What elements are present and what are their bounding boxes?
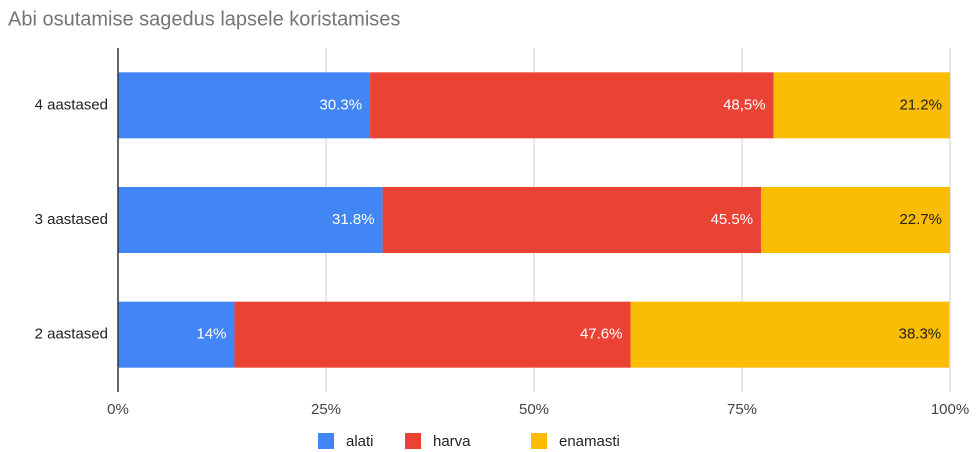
x-tick-label: 75%	[727, 401, 757, 418]
bar-segment	[630, 301, 950, 368]
legend-label: enamasti	[559, 433, 620, 450]
data-label: 21.2%	[899, 96, 942, 113]
legend-label: harva	[433, 433, 471, 450]
x-tick-label: 25%	[311, 401, 341, 418]
data-label: 31.8%	[332, 211, 375, 228]
data-label: 47.6%	[580, 326, 623, 343]
bar-segment	[370, 72, 774, 139]
data-label: 48,5%	[723, 96, 766, 113]
x-tick-label: 50%	[519, 401, 549, 418]
y-tick-label: 2 aastased	[35, 326, 108, 343]
legend-swatch	[318, 433, 334, 449]
bar-segment	[118, 301, 235, 368]
chart-title: Abi osutamise sagedus lapsele koristamis…	[8, 8, 400, 30]
legend-swatch	[405, 433, 421, 449]
legend-swatch	[531, 433, 547, 449]
data-label: 14%	[196, 326, 226, 343]
data-label: 45.5%	[711, 211, 754, 228]
legend-label: alati	[346, 433, 374, 450]
data-label: 22.7%	[899, 211, 942, 228]
bar-segment	[234, 301, 631, 368]
bar-segment	[382, 187, 762, 253]
bar-segment	[761, 187, 950, 253]
data-label: 38.3%	[899, 326, 942, 343]
data-label: 30.3%	[320, 96, 363, 113]
y-tick-label: 4 aastased	[35, 96, 108, 113]
bar-segment	[118, 72, 371, 139]
bar-segment	[118, 187, 383, 253]
bar-segment	[773, 72, 950, 139]
x-tick-label: 100%	[931, 401, 969, 418]
x-tick-label: 0%	[107, 401, 129, 418]
y-tick-label: 3 aastased	[35, 211, 108, 228]
